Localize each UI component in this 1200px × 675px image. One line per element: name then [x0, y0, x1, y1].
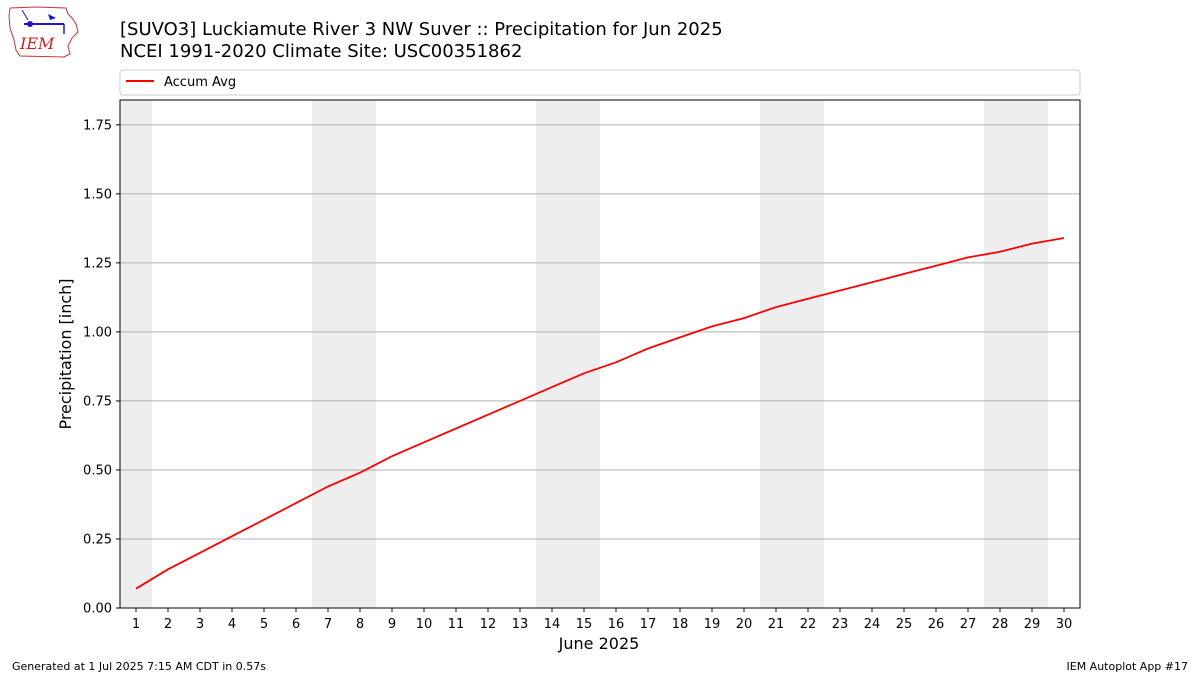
x-tick-label-15: 16 — [608, 617, 625, 632]
chart-title-line1: [SUVO3] Luckiamute River 3 NW Suver :: P… — [120, 19, 723, 40]
y-tick-label-1: 0.25 — [83, 532, 112, 547]
plot-frame — [119, 99, 1081, 609]
x-tick-label-0: 1 — [132, 617, 140, 632]
y-tick-label-3: 0.75 — [83, 394, 112, 409]
y-axis-label: Precipitation [inch] — [56, 278, 75, 429]
x-tick-label-22: 23 — [832, 617, 849, 632]
x-tick-label-21: 22 — [800, 617, 817, 632]
weekend-band-2 — [536, 100, 600, 608]
footer-app-label: IEM Autoplot App #17 — [1066, 660, 1189, 673]
weekend-band-3 — [760, 100, 824, 608]
x-tick-label-2: 3 — [196, 617, 204, 632]
weekend-shading — [120, 100, 1048, 608]
x-tick-label-11: 12 — [480, 617, 497, 632]
chart-title-line2: NCEI 1991-2020 Climate Site: USC00351862 — [120, 41, 522, 62]
x-tick-label-16: 17 — [640, 617, 657, 632]
y-tick-label-4: 1.00 — [83, 325, 112, 340]
x-tick-label-25: 26 — [928, 617, 945, 632]
x-tick-label-8: 9 — [388, 617, 396, 632]
footer-generated-text: Generated at 1 Jul 2025 7:15 AM CDT in 0… — [12, 660, 266, 673]
x-tick-label-29: 30 — [1056, 617, 1073, 632]
x-tick-label-12: 13 — [512, 617, 529, 632]
x-tick-label-20: 21 — [768, 617, 785, 632]
series-layer — [135, 237, 1065, 590]
svg-text:IEM: IEM — [19, 34, 55, 53]
x-tick-label-14: 15 — [576, 617, 593, 632]
y-axis-ticks: 0.00 0.25 0.50 0.75 1.00 1.25 1.50 1.75 — [83, 118, 120, 617]
x-tick-label-1: 2 — [164, 617, 172, 632]
legend: Accum Avg — [119, 69, 1081, 96]
legend-box — [119, 69, 1081, 96]
x-tick-label-18: 19 — [704, 617, 721, 632]
y-tick-label-6: 1.50 — [83, 187, 112, 202]
x-tick-label-27: 28 — [992, 617, 1009, 632]
series-line-accum-avg — [135, 237, 1065, 590]
weekend-band-4 — [984, 100, 1048, 608]
x-tick-label-10: 11 — [448, 617, 465, 632]
y-tick-label-0: 0.00 — [83, 602, 112, 617]
legend-label-accum-avg: Accum Avg — [164, 75, 236, 90]
x-tick-label-9: 10 — [416, 617, 433, 632]
x-tick-label-3: 4 — [228, 617, 236, 632]
x-tick-label-17: 18 — [672, 617, 689, 632]
x-tick-label-28: 29 — [1024, 617, 1041, 632]
y-tick-label-5: 1.25 — [83, 256, 112, 271]
iem-logo: IEM — [8, 6, 79, 58]
y-tick-label-7: 1.75 — [83, 118, 112, 133]
x-tick-label-23: 24 — [864, 617, 881, 632]
x-tick-label-5: 6 — [292, 617, 300, 632]
weekend-band-1 — [312, 100, 376, 608]
x-tick-label-6: 7 — [324, 617, 332, 632]
x-tick-label-4: 5 — [260, 617, 268, 632]
x-tick-label-26: 27 — [960, 617, 977, 632]
y-tick-label-2: 0.50 — [83, 463, 112, 478]
weekend-band-0 — [120, 100, 152, 608]
x-axis-label: June 2025 — [558, 634, 640, 653]
x-tick-label-19: 20 — [736, 617, 753, 632]
x-tick-label-7: 8 — [356, 617, 364, 632]
state-outline-icon — [8, 6, 79, 58]
x-tick-label-13: 14 — [544, 617, 561, 632]
x-tick-label-24: 25 — [896, 617, 913, 632]
x-axis-ticks: 1 2 3 4 5 6 7 8 9 10 11 12 13 14 15 16 17 18 19 20 21 22 23 24 2… — [132, 608, 1072, 632]
